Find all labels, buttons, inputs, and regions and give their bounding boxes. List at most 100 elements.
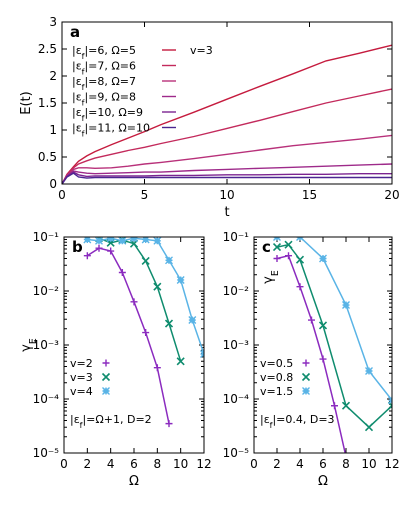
- y-tick-label: 10⁻¹: [33, 230, 60, 244]
- data-point: [141, 256, 150, 266]
- legend-entry-label: |εf|=6, Ω=5: [72, 44, 136, 61]
- y-axis-label: γE: [261, 270, 281, 284]
- y-tick-label: 2: [49, 69, 57, 83]
- x-tick-label: 2: [84, 457, 92, 471]
- annotation: |εf|=0.4, D=3: [260, 413, 335, 430]
- data-point-fill: [297, 237, 303, 240]
- series-line: [277, 237, 392, 401]
- legend-marker: [101, 372, 111, 382]
- panel-b: 0 2 4 6 8 10 12 10⁻⁵ 10⁻⁴ 10⁻³ 10⁻² 10⁻¹ ΩγE b v=2v=3v…: [19, 230, 212, 489]
- x-tick-label: 0: [60, 457, 68, 471]
- y-tick-label: 10⁻³: [223, 338, 250, 352]
- x-tick-label: 5: [141, 188, 149, 202]
- panel-letter: c: [262, 238, 271, 256]
- x-tick-label: 4: [296, 457, 304, 471]
- data-point-fill: [84, 237, 90, 242]
- legend-entry-label: v=1.5: [260, 385, 293, 398]
- x-tick-label: 6: [130, 457, 138, 471]
- data-point: [319, 355, 327, 363]
- legend-entry-label: |εf|=11, Ω=10: [72, 122, 150, 139]
- series-line: [62, 88, 392, 184]
- y-tick-label: 3: [49, 15, 57, 29]
- series-line: [62, 172, 392, 184]
- data-point: [130, 298, 138, 306]
- data-point-fill: [389, 397, 392, 403]
- series-line: [86, 247, 170, 424]
- series-line: [62, 134, 392, 184]
- x-tick-label: 10: [173, 457, 188, 471]
- data-point: [318, 321, 328, 330]
- data-point-fill: [96, 238, 102, 244]
- legend-marker-fill: [303, 388, 309, 394]
- data-point: [164, 319, 174, 328]
- x-tick-label: 15: [302, 188, 317, 202]
- x-axis-label: Ω: [129, 474, 139, 489]
- data-point-fill: [131, 237, 137, 241]
- data-point: [153, 364, 161, 372]
- x-tick-label: 8: [342, 457, 350, 471]
- data-point: [83, 252, 91, 260]
- legend-marker: [102, 359, 110, 367]
- panel-c: 0 2 4 6 8 10 1210⁻⁵10⁻⁴10⁻³10⁻²10⁻¹ΩγEcv=0.5v=…: [223, 228, 400, 489]
- y-tick-label: 2.5: [38, 42, 57, 56]
- data-point: [107, 247, 115, 255]
- y-tick-label: 10⁻³: [33, 338, 60, 352]
- plot-area: [272, 228, 392, 453]
- data-point-fill: [286, 228, 291, 233]
- series-line: [87, 237, 204, 355]
- data-point: [153, 282, 162, 291]
- data-point-fill: [274, 237, 280, 240]
- data-point-fill: [201, 351, 204, 357]
- y-axis-label: γE: [19, 338, 39, 352]
- y-axis-label: E(t): [19, 91, 34, 114]
- data-point-fill: [320, 255, 326, 261]
- plot-frame: [63, 236, 205, 454]
- series-line: [62, 163, 392, 184]
- data-point: [272, 243, 282, 252]
- x-tick-label: 0: [250, 457, 258, 471]
- data-point-fill: [366, 368, 372, 374]
- data-point-fill: [189, 317, 195, 323]
- legend-entry-label: |εf|=9, Ω=8: [72, 91, 136, 108]
- data-point: [331, 402, 338, 410]
- data-point: [308, 316, 315, 324]
- legend-entry-label: v=0.8: [260, 371, 293, 384]
- data-point: [284, 240, 293, 249]
- plot-area: [83, 237, 204, 428]
- y-tick-label: 0.5: [38, 150, 57, 164]
- x-tick-label: 4: [107, 457, 115, 471]
- legend-entry-label: |εf|=7, Ω=6: [72, 60, 136, 77]
- data-point: [165, 420, 173, 428]
- y-tick-label: 10⁻⁵: [33, 446, 60, 460]
- y-tick-label: 1.5: [38, 96, 57, 110]
- data-point: [176, 357, 185, 366]
- x-tick-label: 6: [319, 457, 327, 471]
- data-point-fill: [108, 237, 114, 241]
- x-tick-label: 2: [273, 457, 281, 471]
- y-tick-label: 10⁻¹: [223, 230, 250, 244]
- panel-letter: a: [70, 23, 80, 41]
- panel-letter: b: [72, 238, 83, 256]
- legend-entry-label: v=3: [70, 371, 93, 384]
- y-tick-label: 0: [49, 177, 57, 191]
- y-tick-label: 10⁻²: [223, 284, 250, 298]
- plot-frame: [61, 21, 393, 185]
- series-line: [62, 44, 392, 184]
- legend-marker: [301, 372, 311, 382]
- legend-entry-label: |εf|=10, Ω=9: [72, 106, 143, 123]
- x-axis-label: Ω: [318, 474, 328, 489]
- data-point: [273, 254, 281, 262]
- series-line: [62, 171, 392, 184]
- legend-marker-fill: [103, 388, 109, 394]
- y-tick-label: 10⁻⁵: [223, 446, 250, 460]
- data-point: [285, 252, 292, 260]
- data-point-fill: [343, 302, 349, 308]
- annotation: v=3: [190, 44, 213, 57]
- legend-marker: [302, 359, 310, 367]
- legend-entry-label: |εf|=8, Ω=7: [72, 75, 136, 92]
- x-tick-label: 0: [58, 188, 66, 202]
- x-axis-label: t: [224, 205, 229, 220]
- data-point: [296, 283, 304, 291]
- data-point-fill: [166, 257, 172, 263]
